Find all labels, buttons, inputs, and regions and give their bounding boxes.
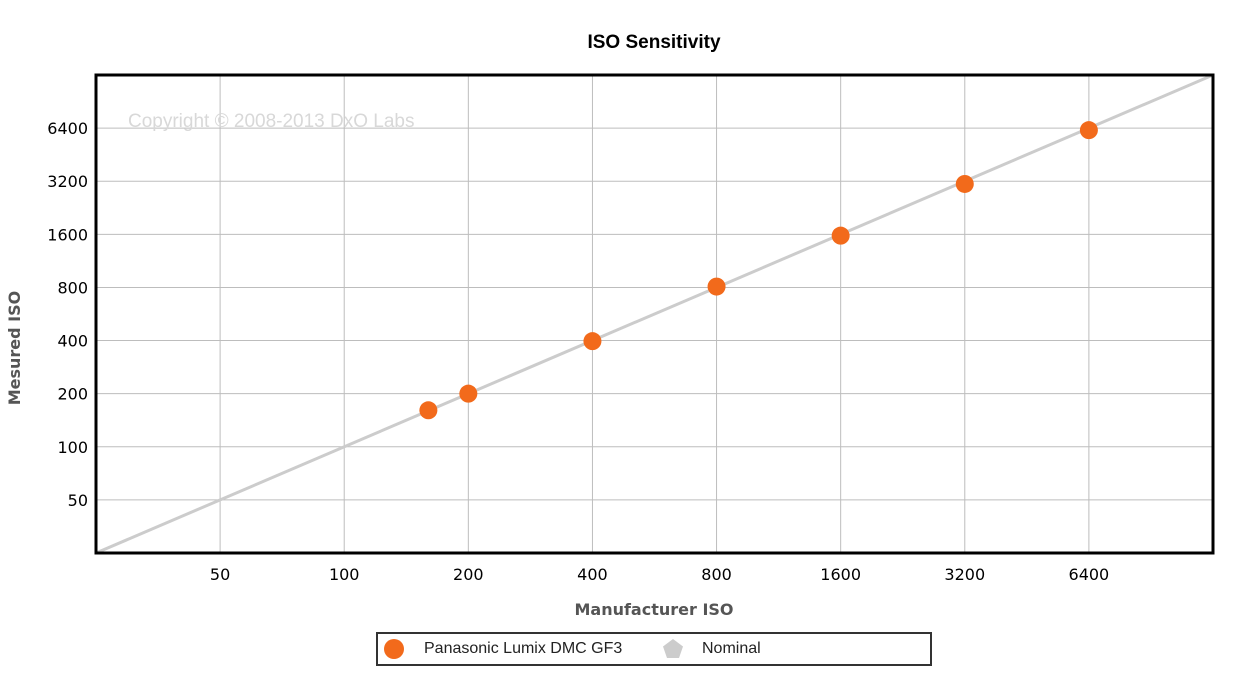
plot-frame bbox=[94, 73, 1215, 555]
copyright-watermark: Copyright © 2008-2013 DxO Labs bbox=[128, 111, 415, 132]
y-tick-label: 800 bbox=[57, 278, 88, 297]
x-tick-label: 200 bbox=[453, 565, 484, 584]
data-point[interactable] bbox=[831, 226, 850, 245]
chart-title: ISO Sensitivity bbox=[587, 32, 720, 53]
legend-label-panasonic: Panasonic Lumix DMC GF3 bbox=[424, 640, 623, 657]
data-point[interactable] bbox=[707, 277, 726, 296]
y-tick-label: 50 bbox=[68, 491, 88, 510]
y-tick-label: 200 bbox=[57, 385, 88, 404]
y-tick-label: 400 bbox=[57, 332, 88, 351]
chart-legend: Panasonic Lumix DMC GF3 Nominal bbox=[376, 632, 932, 666]
nominal-series-line bbox=[95, 73, 1214, 555]
x-tick-labels: 50 100 200 400 800 1600 3200 6400 bbox=[210, 565, 1109, 584]
x-tick-label: 400 bbox=[577, 565, 608, 584]
data-point[interactable] bbox=[955, 174, 974, 193]
x-tick-label: 100 bbox=[329, 565, 360, 584]
data-point[interactable] bbox=[459, 384, 478, 403]
data-point[interactable] bbox=[1079, 121, 1098, 140]
y-axis-title: Mesured ISO bbox=[5, 291, 24, 406]
y-tick-label: 1600 bbox=[47, 225, 88, 244]
x-tick-label: 1600 bbox=[820, 565, 861, 584]
y-tick-labels: 50 100 200 400 800 1600 3200 6400 bbox=[47, 119, 88, 510]
legend-circle-marker-icon bbox=[384, 639, 404, 659]
data-point-layer bbox=[419, 121, 1098, 420]
legend-item-panasonic[interactable]: Panasonic Lumix DMC GF3 bbox=[384, 634, 622, 664]
legend-label-nominal: Nominal bbox=[702, 640, 761, 657]
legend-item-nominal[interactable]: Nominal bbox=[662, 634, 761, 664]
x-tick-label: 6400 bbox=[1069, 565, 1110, 584]
y-tick-label: 3200 bbox=[47, 172, 88, 191]
nominal-line-layer bbox=[95, 73, 1214, 555]
x-tick-label: 50 bbox=[210, 565, 230, 584]
grid-layer bbox=[96, 75, 1213, 553]
x-tick-label: 3200 bbox=[944, 565, 985, 584]
data-point[interactable] bbox=[583, 332, 602, 351]
x-tick-label: 800 bbox=[701, 565, 732, 584]
legend-pentagon-marker-icon bbox=[663, 639, 683, 658]
y-tick-label: 6400 bbox=[47, 119, 88, 138]
y-tick-label: 100 bbox=[57, 438, 88, 457]
x-axis-title: Manufacturer ISO bbox=[574, 600, 733, 619]
data-point[interactable] bbox=[419, 401, 438, 420]
